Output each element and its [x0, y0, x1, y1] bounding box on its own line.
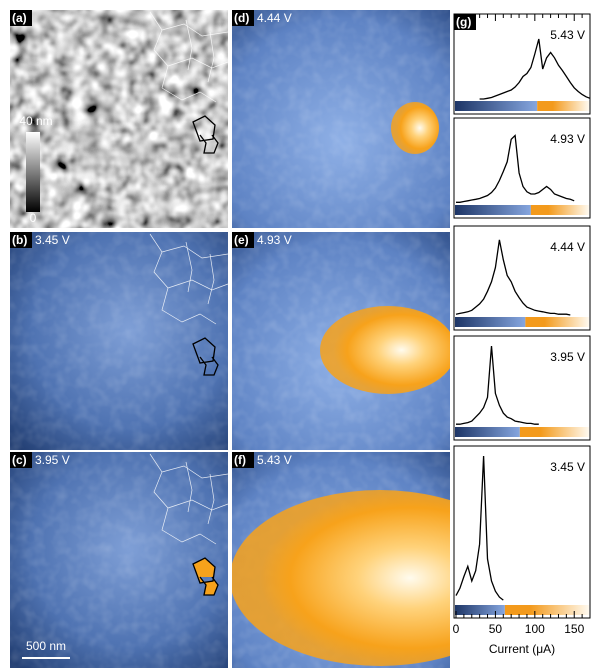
histogram-panel: 5.43 V 4.93 V 4.44 V 3.95 V 3.45 V 0 50 100 150 C… [453, 14, 590, 656]
colormap-low [455, 427, 520, 437]
panel-label: (a) [12, 11, 27, 25]
colormap-low [455, 101, 537, 111]
x-tick-label: 50 [489, 622, 503, 636]
colorbar-max: 40 nm [19, 114, 52, 128]
colormap-high [537, 101, 589, 111]
x-tick-label: 150 [564, 622, 584, 636]
voltage-label: 4.93 V [257, 233, 292, 247]
grain-texture [10, 232, 228, 450]
colormap-high [520, 427, 589, 437]
colormap-low [455, 205, 531, 215]
scale-bar-label: 500 nm [26, 639, 66, 653]
voltage-label: 4.44 V [257, 11, 292, 25]
panel-label: (c) [12, 453, 27, 467]
panel-label: (f) [234, 453, 246, 467]
voltage-label: 3.45 V [550, 460, 585, 474]
colormap-high [525, 317, 589, 327]
colorbar [26, 132, 40, 212]
image-panel: (b) 3.45 V [10, 232, 228, 450]
voltage-label: 5.43 V [257, 453, 292, 467]
panel-label: (b) [12, 233, 27, 247]
image-panels: (a)(b)3.45 V(c)3.95 V(d)4.44 V(e)4.93 V(… [10, 10, 530, 668]
x-axis-label: Current (μA) [489, 642, 555, 656]
hot-region [391, 102, 439, 154]
figure: (a)(b)3.45 V(c)3.95 V(d)4.44 V(e)4.93 V(… [0, 0, 594, 669]
panel-label: (d) [234, 11, 249, 25]
x-tick-label: 0 [453, 622, 460, 636]
colorbar-min: 0 [30, 211, 37, 225]
voltage-label: 3.95 V [550, 350, 585, 364]
hot-region [320, 306, 456, 394]
colormap-low [455, 605, 505, 615]
panel-label: (e) [234, 233, 249, 247]
voltage-label: 3.95 V [35, 453, 70, 467]
grain-texture [10, 452, 228, 668]
x-tick-label: 100 [525, 622, 545, 636]
voltage-label: 5.43 V [550, 28, 585, 42]
colormap-high [531, 205, 589, 215]
colormap-low [455, 317, 525, 327]
colormap-high [505, 605, 589, 615]
voltage-label: 4.44 V [550, 240, 585, 254]
image-panel: (d) 4.44 V [232, 10, 450, 228]
image-panel: (c) 3.95 V [10, 452, 228, 668]
voltage-label: 4.93 V [550, 132, 585, 146]
panel-label: (g) [456, 15, 471, 29]
image-panel: (e) 4.93 V [232, 232, 456, 450]
voltage-label: 3.45 V [35, 233, 70, 247]
